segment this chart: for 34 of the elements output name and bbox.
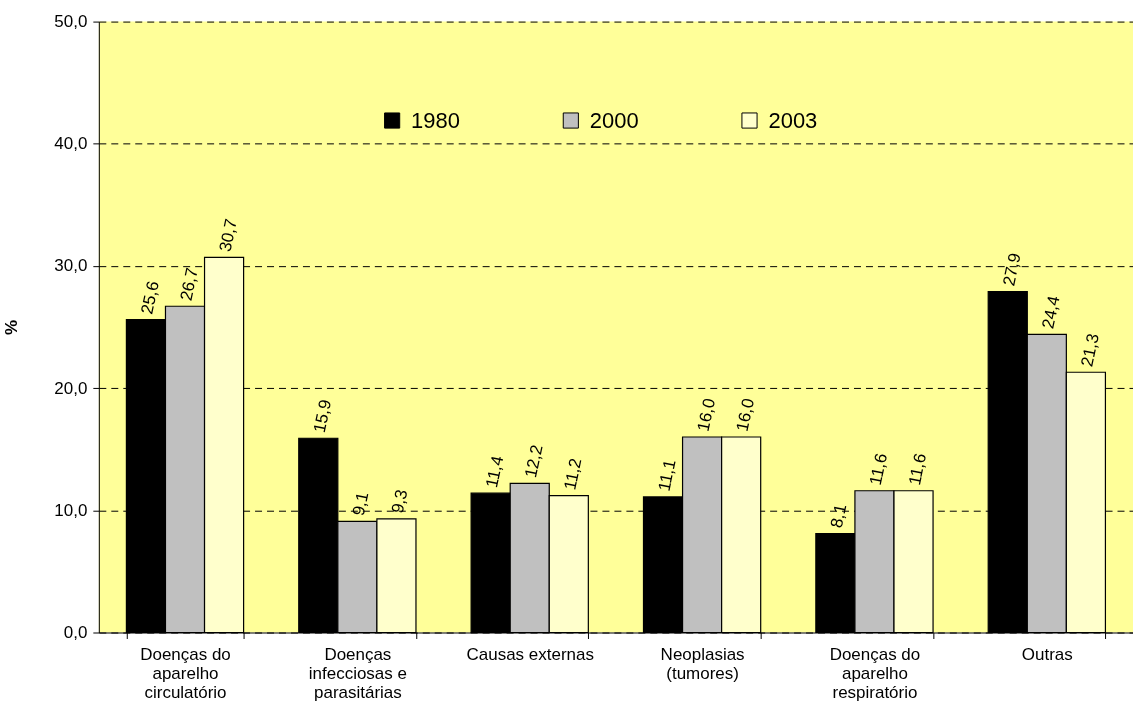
data-label: 26,7 [176, 266, 202, 303]
data-label: 12,2 [521, 443, 547, 480]
y-tick-label: 10,0 [54, 500, 88, 520]
data-label: 9,1 [348, 490, 373, 518]
legend-label: 2000 [589, 107, 639, 133]
data-label: 16,0 [732, 396, 759, 434]
x-tick-label: Doenças do aparelho circulatório [140, 644, 231, 702]
data-label: 24,4 [1038, 294, 1064, 331]
x-tick-label: Outras [1021, 644, 1073, 664]
data-label: 11,6 [904, 451, 931, 487]
x-tick-label: Causas externas [466, 644, 594, 664]
data-label: 11,4 [482, 454, 508, 490]
legend-label: 1980 [411, 107, 460, 133]
x-tick-label: Neoplasias (tumores) [660, 644, 745, 683]
y-tick-label: 30,0 [54, 256, 88, 276]
legend-label: 2003 [768, 107, 818, 133]
data-label: 25,6 [137, 279, 163, 316]
data-label: 21,3 [1077, 332, 1103, 369]
data-label: 9,3 [387, 487, 412, 515]
data-label: 8,1 [826, 502, 851, 530]
data-label: 15,9 [309, 397, 336, 435]
data-label: 11,1 [654, 457, 680, 493]
data-label: 16,0 [693, 396, 719, 434]
data-label: 30,7 [215, 217, 241, 254]
x-tick-label: Doenças do aparelho respiratório [829, 644, 921, 702]
data-label: 11,2 [560, 456, 586, 492]
data-label: 27,9 [999, 251, 1025, 288]
y-tick-label: 20,0 [54, 378, 88, 398]
y-tick-label: 50,0 [54, 12, 88, 32]
data-label: 11,6 [865, 451, 892, 487]
x-tick-label: Doenças infecciosas e parasitárias [308, 644, 407, 702]
y-tick-label: 0,0 [63, 622, 88, 642]
y-axis-title: % [2, 320, 22, 336]
y-tick-label: 40,0 [54, 134, 88, 154]
